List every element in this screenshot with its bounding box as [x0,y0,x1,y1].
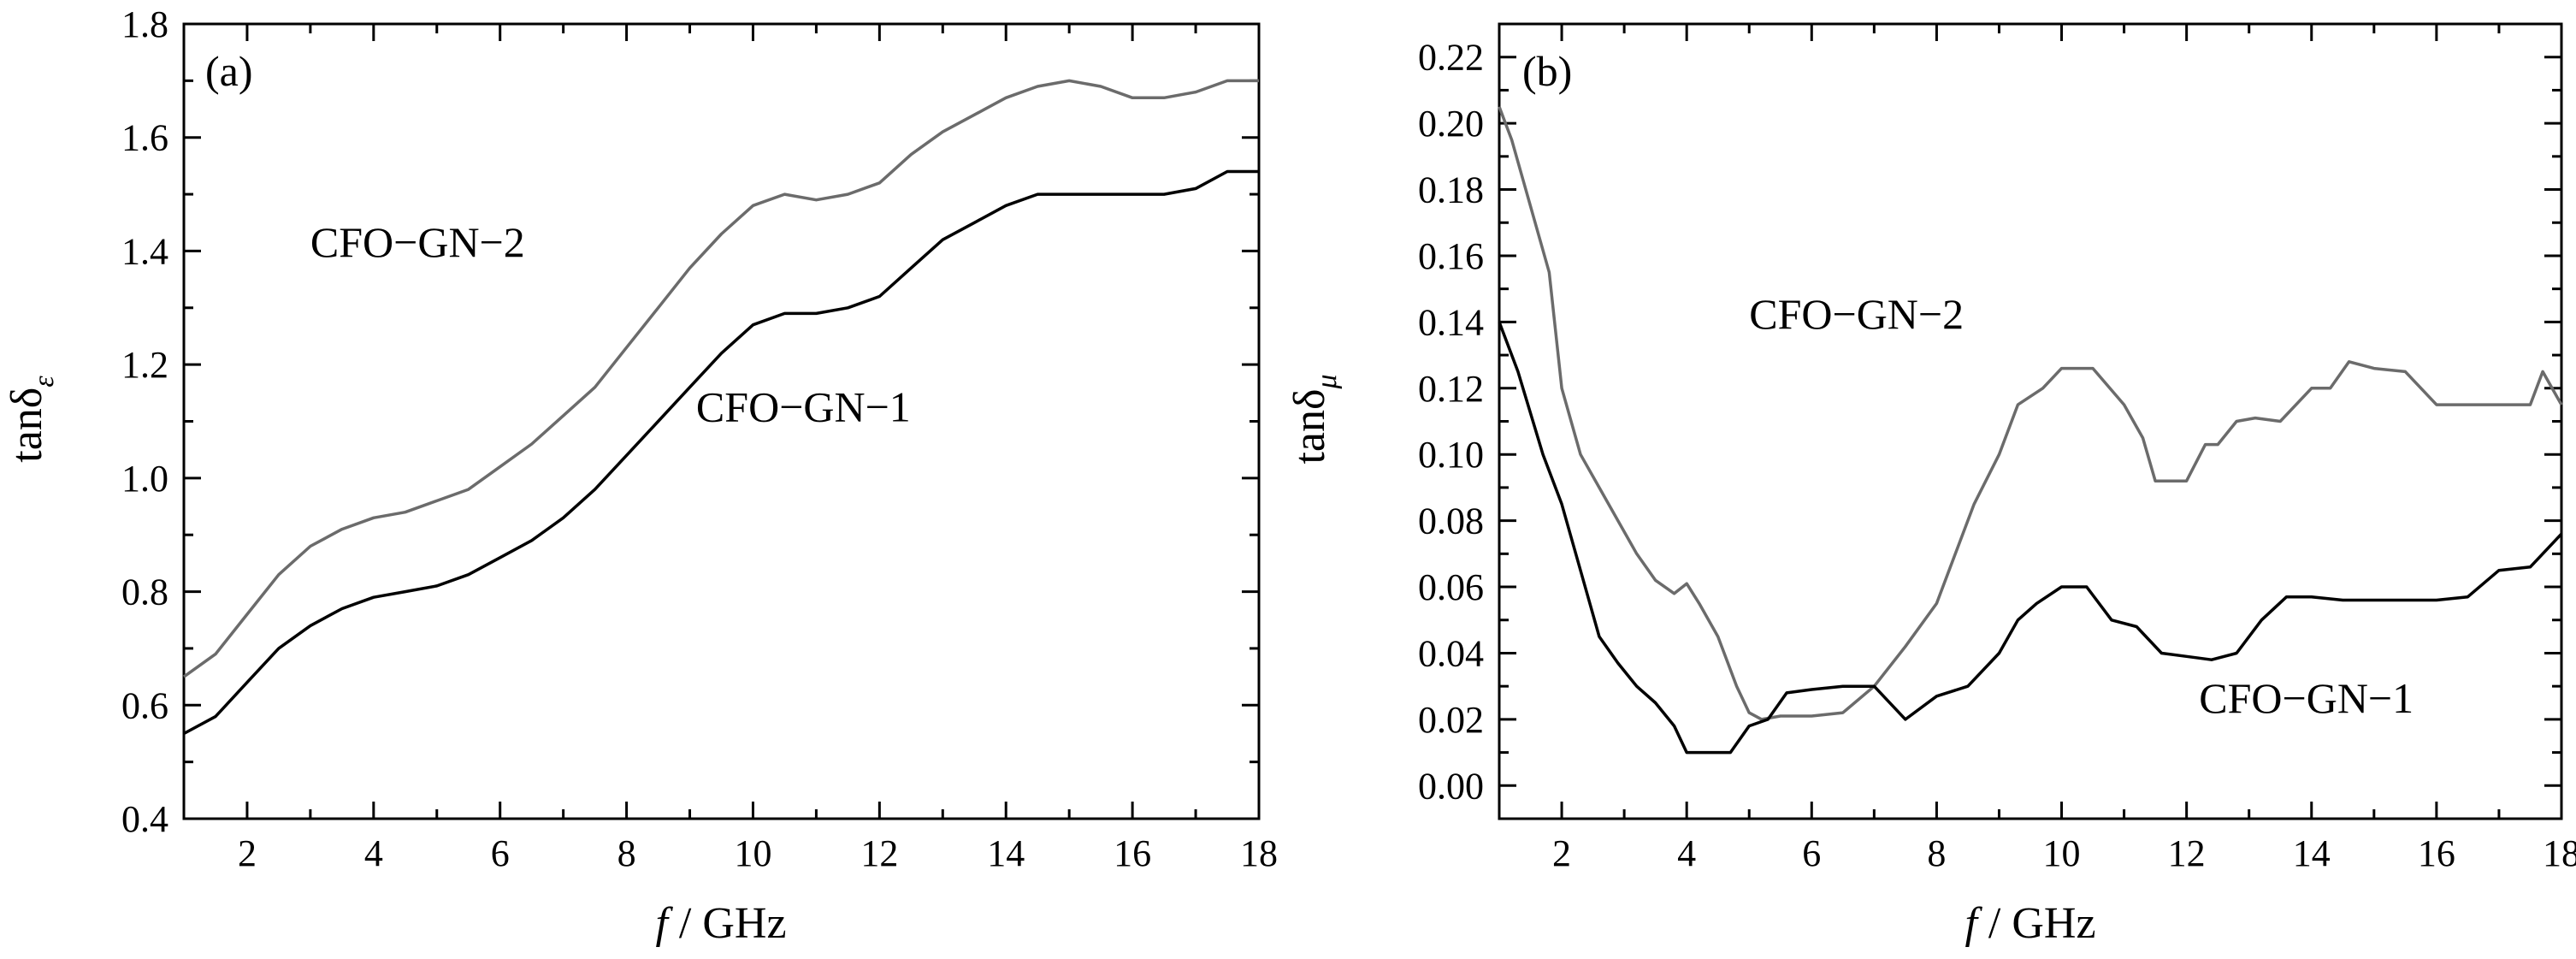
y-axis-title-main: tanδ [3,388,51,463]
x-tick-label: 8 [1927,832,1946,874]
x-axis-title-unit: / GHz [1977,899,2096,948]
x-tick-label: 2 [238,832,257,874]
y-tick-label: 1.8 [121,3,168,45]
x-tick-label: 12 [860,832,898,874]
x-tick-label: 10 [734,832,771,874]
x-axis-title: f / GHz [655,899,786,948]
series-label: CFO−GN−1 [2199,674,2414,722]
y-tick-label: 0.8 [121,571,168,613]
series-line-cfo-gn-1 [183,169,1259,736]
y-axis-title: tanδμ [1285,374,1343,464]
y-tick-label: 0.08 [1418,500,1484,542]
y-axis-title-main: tanδ [1285,389,1334,465]
series-label: CFO−GN−1 [696,383,911,431]
panel-tag: (b) [1522,47,1572,95]
x-tick-label: 10 [2043,832,2081,874]
y-tick-label: 0.00 [1418,765,1484,807]
x-tick-label: 18 [2543,832,2576,874]
series-line-cfo-gn-1 [1498,321,2563,755]
series-label: CFO−GN−2 [310,218,525,266]
y-axis-title: tanδε [3,376,60,463]
y-tick-label: 0.04 [1418,632,1484,674]
y-tick-label: 0.02 [1418,699,1484,741]
series-line-cfo-gn-2 [182,79,1259,678]
x-tick-label: 14 [2293,832,2331,874]
x-tick-label: 8 [617,832,636,874]
y-tick-label: 1.0 [121,458,168,500]
series-line-cfo-gn-2 [1498,106,2563,721]
x-tick-label: 14 [987,832,1025,874]
x-tick-label: 16 [1114,832,1151,874]
y-axis-title-subscript: μ [1311,374,1343,389]
y-tick-label: 0.22 [1418,37,1484,79]
y-tick-label: 0.12 [1418,368,1484,410]
y-tick-label: 0.06 [1418,566,1484,608]
panel-a: 2 4 6 8 10 12 14 16 18 0.4 0.6 0.8 1.0 1.2 1.4 1.6 1.8 CF… [3,3,1278,948]
y-tick-label: 0.6 [121,684,168,726]
y-tick-label: 0.4 [121,798,168,840]
y-tick-label: 0.10 [1418,434,1484,476]
x-tick-label: 4 [1677,832,1696,874]
panel-b: 2 4 6 8 10 12 14 16 18 0.00 0.02 0.04 0.06 0.08 0.10 0.… [1285,22,2576,948]
x-tick-label: 2 [1552,832,1571,874]
x-tick-label: 16 [2418,832,2455,874]
y-tick-label: 1.4 [121,230,168,272]
x-tick-label: 12 [2168,832,2206,874]
y-tick-label: 0.20 [1418,103,1484,145]
y-tick-label: 0.16 [1418,235,1484,277]
x-axis-title-unit: / GHz [668,899,787,948]
y-tick-label: 0.14 [1418,301,1484,343]
y-tick-label: 1.6 [121,117,168,159]
x-tick-label: 6 [491,832,510,874]
x-axis-title: f / GHz [1964,899,2095,948]
x-tick-label: 18 [1240,832,1278,874]
panel-tag: (a) [205,47,253,95]
y-axis-title-subscript: ε [28,376,60,388]
y-tick-label: 1.2 [121,344,168,386]
x-tick-label: 4 [364,832,383,874]
series-label: CFO−GN−2 [1749,290,1964,338]
y-tick-label: 0.18 [1418,169,1484,211]
x-tick-label: 6 [1802,832,1821,874]
